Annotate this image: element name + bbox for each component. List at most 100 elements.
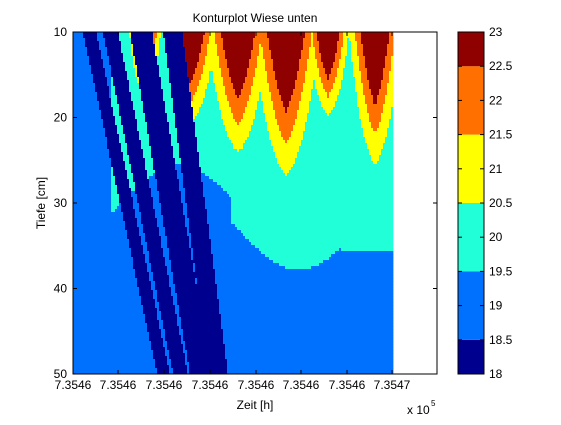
contour-cell (233, 113, 244, 117)
contour-cell (389, 71, 394, 75)
contour-cell (107, 50, 122, 54)
contour-cell (201, 44, 208, 48)
contour-cell (165, 44, 184, 48)
contour-cell (73, 371, 158, 375)
contour-cell (159, 308, 176, 312)
contour-cell (215, 89, 226, 93)
contour-cell (73, 143, 108, 147)
contour-cell (73, 110, 102, 114)
contour-cell (137, 74, 160, 78)
contour-cell (167, 242, 190, 246)
contour-cell (73, 335, 150, 339)
contour-cell (221, 71, 230, 75)
contour-cell (159, 47, 166, 51)
contour-cell (155, 170, 178, 174)
contour-cell (165, 329, 180, 333)
contour-cell (205, 59, 220, 63)
contour-cell (73, 233, 128, 237)
contour-cell (117, 188, 132, 192)
contour-cell (225, 347, 394, 351)
contour-cell (151, 266, 168, 270)
contour-cell (227, 191, 394, 195)
contour-cell (213, 263, 280, 267)
contour-cell (111, 200, 120, 204)
contour-cell (357, 44, 364, 48)
contour-cell (101, 50, 108, 54)
contour-cell (343, 68, 354, 72)
contour-cell (351, 56, 360, 60)
contour-cell (365, 56, 386, 60)
contour-cell (383, 104, 394, 108)
contour-cell (269, 89, 280, 93)
contour-cell (169, 284, 176, 288)
contour-cell (183, 38, 204, 42)
contour-cell (137, 278, 150, 282)
contour-cell (383, 77, 390, 81)
contour-cell (105, 71, 112, 75)
contour-cell (303, 83, 314, 87)
contour-cell (153, 206, 162, 210)
contour-cell (319, 263, 394, 267)
contour-cell (183, 335, 224, 339)
contour-cell (299, 146, 368, 150)
contour-cell (183, 44, 202, 48)
contour-cell (113, 107, 120, 111)
x-tick-label: 7.3546 (146, 378, 183, 392)
contour-cell (187, 368, 190, 372)
contour-cell (347, 44, 352, 48)
contour-cell (381, 152, 394, 156)
contour-cell (319, 98, 338, 102)
contour-cell (363, 128, 374, 132)
contour-cell (159, 191, 182, 195)
contour-cell (267, 125, 280, 129)
contour-cell (117, 101, 134, 105)
contour-cell (97, 35, 104, 39)
contour-cell (185, 359, 188, 363)
contour-cell (159, 74, 170, 78)
colorbar-tick-label: 23 (489, 25, 503, 39)
contour-cell (157, 179, 180, 183)
contour-cell (111, 158, 124, 162)
contour-cell (221, 314, 394, 318)
contour-cell (83, 32, 98, 36)
contour-cell (165, 335, 182, 339)
contour-cell (119, 32, 130, 36)
contour-cell (315, 50, 320, 54)
contour-cell (345, 65, 354, 69)
contour-cell (341, 83, 356, 87)
contour-cell (117, 125, 124, 129)
contour-cell (115, 89, 130, 93)
contour-cell (247, 71, 256, 75)
contour-cell (185, 53, 200, 57)
contour-cell (217, 98, 228, 102)
contour-cell (191, 101, 204, 105)
contour-cell (209, 35, 216, 39)
contour-cell (191, 242, 212, 246)
contour-cell (141, 218, 158, 222)
contour-cell (167, 356, 170, 360)
contour-cell (303, 38, 312, 42)
contour-cell (153, 203, 162, 207)
x-tick-label: 7.3546 (55, 378, 92, 392)
contour-cell (73, 287, 140, 291)
contour-cell (205, 197, 232, 201)
contour-cell (383, 143, 394, 147)
contour-cell (311, 44, 314, 48)
contour-cell (179, 332, 184, 336)
contour-cell (119, 110, 136, 114)
contour-cell (139, 86, 162, 90)
contour-cell (231, 197, 394, 201)
contour-cell (73, 65, 92, 69)
contour-cell (73, 179, 112, 183)
contour-cell (339, 35, 344, 39)
contour-cell (101, 53, 108, 57)
contour-cell (265, 113, 276, 117)
contour-cell (191, 236, 210, 240)
contour-cell (159, 65, 168, 69)
contour-cell (195, 125, 226, 129)
contour-cell (185, 47, 202, 51)
contour-cell (189, 224, 210, 228)
contour-cell (121, 149, 128, 153)
contour-cell (267, 122, 278, 126)
contour-cell (347, 50, 352, 54)
